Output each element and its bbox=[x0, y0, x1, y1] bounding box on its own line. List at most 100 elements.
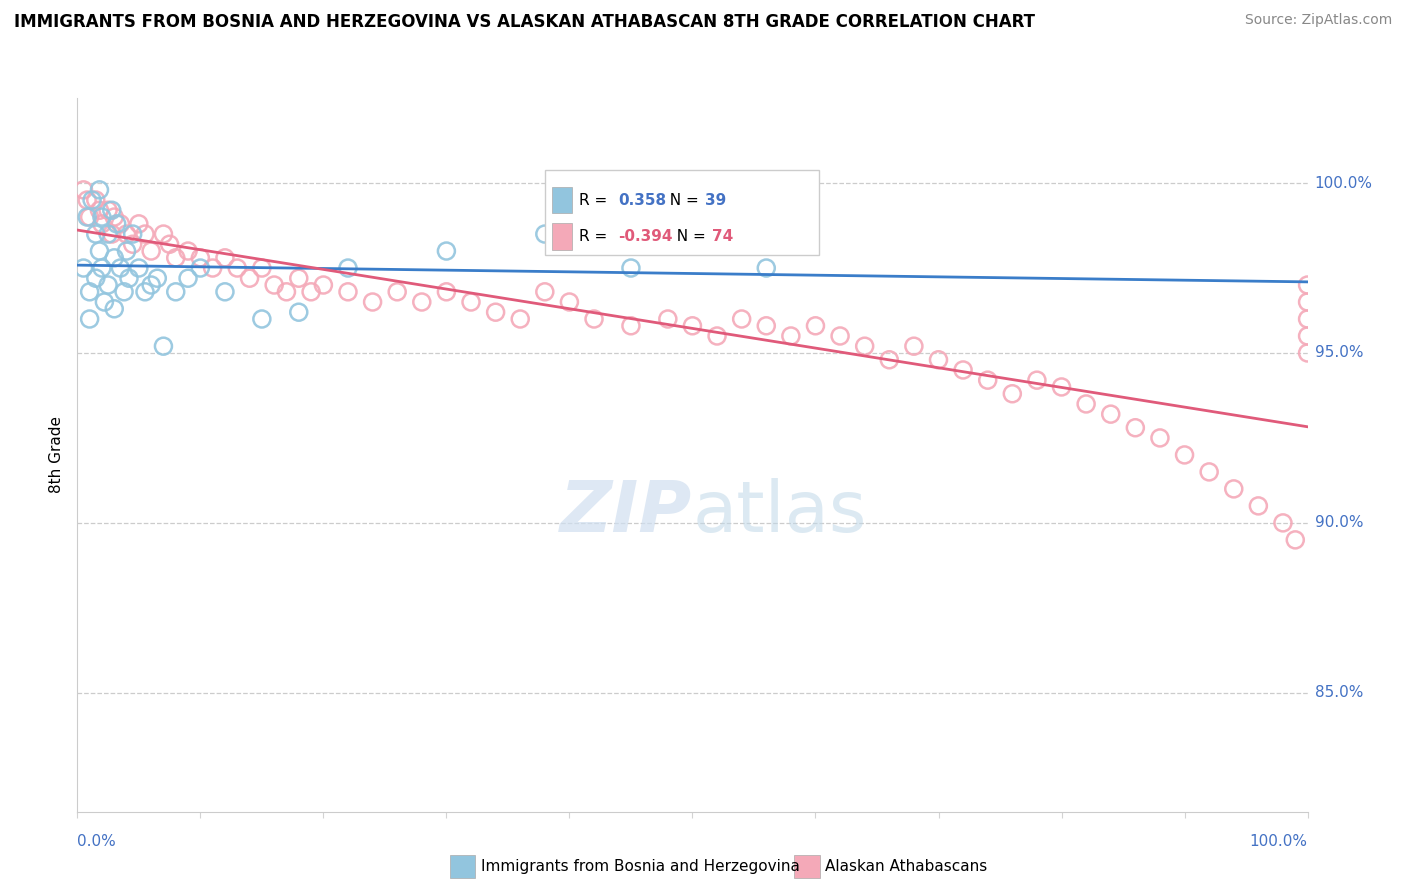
Text: R =: R = bbox=[579, 229, 612, 244]
Point bbox=[214, 251, 236, 265]
Text: -0.394: -0.394 bbox=[619, 229, 672, 244]
Point bbox=[128, 260, 150, 275]
Point bbox=[276, 285, 298, 299]
Point bbox=[177, 244, 200, 258]
Text: R =: R = bbox=[579, 193, 617, 208]
Point bbox=[1125, 421, 1147, 435]
Point bbox=[337, 260, 360, 275]
Point bbox=[89, 183, 111, 197]
Point bbox=[657, 312, 679, 326]
Point bbox=[226, 260, 249, 275]
Text: Immigrants from Bosnia and Herzegovina: Immigrants from Bosnia and Herzegovina bbox=[481, 859, 800, 873]
Point bbox=[146, 271, 169, 285]
Point bbox=[90, 217, 114, 231]
Point bbox=[620, 260, 643, 275]
Point bbox=[112, 285, 135, 299]
Point bbox=[1296, 312, 1319, 326]
Point bbox=[903, 339, 925, 353]
Text: IMMIGRANTS FROM BOSNIA AND HERZEGOVINA VS ALASKAN ATHABASCAN 8TH GRADE CORRELATI: IMMIGRANTS FROM BOSNIA AND HERZEGOVINA V… bbox=[14, 13, 1035, 31]
Point bbox=[337, 285, 360, 299]
Point bbox=[534, 227, 557, 241]
Point bbox=[103, 301, 125, 316]
Point bbox=[97, 278, 120, 293]
Point bbox=[250, 312, 273, 326]
Point bbox=[101, 227, 124, 241]
Text: 90.0%: 90.0% bbox=[1315, 516, 1362, 531]
Point bbox=[121, 237, 143, 252]
Point bbox=[72, 260, 94, 275]
Point bbox=[76, 193, 98, 207]
Point bbox=[101, 203, 124, 218]
Y-axis label: 8th Grade: 8th Grade bbox=[49, 417, 65, 493]
Point bbox=[361, 295, 384, 310]
Point bbox=[1247, 499, 1270, 513]
Point bbox=[1198, 465, 1220, 479]
Point bbox=[134, 227, 156, 241]
Text: ZIP: ZIP bbox=[560, 477, 693, 547]
Point bbox=[159, 237, 181, 252]
Point bbox=[583, 312, 606, 326]
Text: 39: 39 bbox=[706, 193, 727, 208]
Point bbox=[152, 227, 174, 241]
Point bbox=[79, 210, 101, 224]
Point bbox=[141, 278, 163, 293]
Point bbox=[134, 285, 156, 299]
Point bbox=[411, 295, 433, 310]
Point bbox=[1099, 407, 1122, 421]
Point bbox=[93, 295, 115, 310]
Point bbox=[558, 295, 581, 310]
Point bbox=[89, 203, 111, 218]
Point bbox=[263, 278, 285, 293]
Point bbox=[1296, 329, 1319, 343]
Point bbox=[1001, 386, 1024, 401]
Point bbox=[72, 183, 94, 197]
Text: 0.0%: 0.0% bbox=[77, 834, 117, 849]
Point bbox=[312, 278, 335, 293]
Point bbox=[1296, 295, 1319, 310]
Text: 100.0%: 100.0% bbox=[1315, 176, 1372, 191]
Point bbox=[1272, 516, 1295, 530]
Point bbox=[509, 312, 531, 326]
Point bbox=[90, 260, 114, 275]
Point bbox=[177, 271, 200, 285]
Point bbox=[115, 244, 138, 258]
Point bbox=[165, 251, 187, 265]
Point bbox=[239, 271, 262, 285]
Point bbox=[731, 312, 754, 326]
Point bbox=[682, 318, 704, 333]
Point bbox=[103, 210, 125, 224]
Point bbox=[188, 260, 212, 275]
Text: Source: ZipAtlas.com: Source: ZipAtlas.com bbox=[1244, 13, 1392, 28]
Text: 85.0%: 85.0% bbox=[1315, 685, 1362, 700]
Point bbox=[90, 210, 114, 224]
Point bbox=[76, 210, 98, 224]
Point bbox=[299, 285, 322, 299]
Point bbox=[534, 285, 557, 299]
Text: 74: 74 bbox=[713, 229, 734, 244]
Point bbox=[755, 318, 778, 333]
Point bbox=[118, 271, 141, 285]
Point bbox=[928, 352, 950, 367]
Point bbox=[460, 295, 482, 310]
Point bbox=[436, 244, 458, 258]
Point bbox=[288, 271, 311, 285]
Point bbox=[110, 217, 132, 231]
Point bbox=[1050, 380, 1073, 394]
Point bbox=[1296, 278, 1319, 293]
Point bbox=[165, 285, 187, 299]
Point bbox=[141, 244, 163, 258]
Point bbox=[79, 312, 101, 326]
Point bbox=[1026, 373, 1049, 387]
Point bbox=[89, 244, 111, 258]
Point bbox=[250, 260, 273, 275]
Point bbox=[853, 339, 876, 353]
Point bbox=[103, 251, 125, 265]
Text: N =: N = bbox=[668, 229, 711, 244]
Point bbox=[1076, 397, 1098, 411]
Point bbox=[84, 271, 107, 285]
Point bbox=[110, 260, 132, 275]
Point bbox=[706, 329, 728, 343]
Point bbox=[1149, 431, 1171, 445]
Point bbox=[84, 193, 107, 207]
Point bbox=[1296, 346, 1319, 360]
